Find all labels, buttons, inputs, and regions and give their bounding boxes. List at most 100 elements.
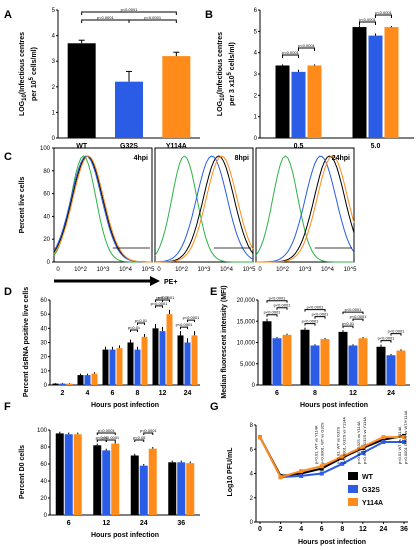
bar-D-G32S-2 bbox=[59, 383, 66, 385]
bar-A-WT bbox=[67, 43, 96, 138]
D-sig-bracket bbox=[187, 319, 195, 323]
C-curve-G32S bbox=[256, 155, 355, 263]
D-pvalue: p<0.0001 bbox=[183, 315, 201, 320]
bar-D-WT-24 bbox=[177, 335, 184, 385]
B-sig-bracket bbox=[375, 14, 392, 18]
bar-D-G32S-12 bbox=[159, 331, 166, 385]
G-legend-swatch-Y114A bbox=[348, 498, 358, 506]
D-xtick-label: 6 bbox=[111, 390, 115, 397]
C-ytick-label: 20 bbox=[43, 237, 50, 243]
C-xtick-label: 10^3 bbox=[198, 267, 211, 273]
C-curve-control bbox=[255, 155, 354, 263]
A-ylab-part: LOG bbox=[19, 100, 26, 116]
bar-E-WT-8 bbox=[300, 329, 310, 385]
G-ytick-label: 4 bbox=[250, 472, 254, 478]
A-ylab-part: (Infectious centres bbox=[19, 32, 26, 94]
G-point-WT bbox=[299, 471, 304, 476]
C-panel-label: 4hpi bbox=[134, 155, 148, 162]
E-xtick-label: 6 bbox=[275, 390, 279, 397]
bar-E-Y114A-24 bbox=[396, 350, 406, 385]
G-point-Y114A bbox=[340, 454, 345, 459]
B-y-axis-label: LOG10(Infectious centres bbox=[217, 32, 226, 116]
F-y-axis-label: Percent D0 cells bbox=[19, 445, 26, 499]
C-curve-Y114A bbox=[53, 155, 152, 263]
E-pvalue: p<0.0001 bbox=[264, 310, 282, 315]
E-sig-bracket bbox=[342, 311, 364, 315]
G-xtick-label: 4 bbox=[299, 526, 303, 533]
panel-letter-B: B bbox=[205, 9, 213, 21]
E-sig-bracket bbox=[304, 323, 316, 326]
F-ytick-label: 0 bbox=[44, 513, 48, 519]
F-pvalue: p<0.01 bbox=[96, 435, 109, 440]
C-ytick-label: 60 bbox=[43, 192, 50, 198]
G-xtick-label: 0 bbox=[258, 526, 262, 533]
E-sig-bracket bbox=[380, 340, 392, 343]
G-point-Y114A bbox=[360, 444, 365, 449]
G-point-WT bbox=[381, 437, 386, 442]
G-point-G32S bbox=[319, 471, 324, 476]
E-pvalue: p<0.0001 bbox=[302, 319, 320, 324]
bar-B-G32S-0.5 bbox=[291, 71, 306, 138]
B-ylab-part: per 3 x10 bbox=[229, 75, 236, 105]
G-legend-label-WT: WT bbox=[362, 474, 374, 481]
C-ytick-label: 40 bbox=[43, 214, 50, 220]
B-pvalue: p<0.0001 bbox=[375, 10, 393, 15]
bar-D-G32S-6 bbox=[109, 349, 116, 385]
G-point-G32S bbox=[381, 439, 386, 444]
B-ytick-label: 4 bbox=[254, 51, 258, 57]
bar-E-WT-24 bbox=[376, 346, 386, 385]
D-ytick-label: 50 bbox=[40, 312, 47, 318]
C-arrow-label: PE+ bbox=[164, 279, 177, 286]
C-xtick-label: 10^2 bbox=[175, 267, 188, 273]
G-line-Y114A bbox=[259, 436, 404, 479]
A-ytick-label: 1 bbox=[52, 110, 56, 116]
bar-E-Y114A-12 bbox=[358, 338, 368, 385]
D-xtick-label: 12 bbox=[159, 390, 167, 397]
A-xtick-label: WT bbox=[76, 143, 88, 150]
A-ylab-part: per 10 bbox=[31, 80, 38, 101]
C-subpanel-box bbox=[53, 147, 153, 263]
bar-E-WT-12 bbox=[338, 331, 348, 385]
F-ytick-label: 60 bbox=[40, 462, 47, 468]
B-pvalue: p<0.0001 bbox=[298, 43, 316, 48]
G-legend-swatch-G32S bbox=[348, 485, 358, 493]
bar-F-G32S-12 bbox=[102, 450, 111, 515]
bar-F-WT-36 bbox=[168, 462, 177, 515]
G-ytick-label: 0 bbox=[250, 520, 254, 526]
G-xtick-label: 8 bbox=[340, 526, 344, 533]
panel-letter-D: D bbox=[4, 286, 12, 298]
E-xtick-label: 24 bbox=[387, 390, 395, 397]
G-xtick-label: 2 bbox=[279, 526, 283, 533]
E-pvalue: p<0.0001 bbox=[269, 296, 287, 301]
C-arrow-head bbox=[150, 276, 160, 286]
bar-F-WT-12 bbox=[93, 445, 102, 515]
F-xtick-label: 24 bbox=[140, 520, 148, 527]
E-pvalue: p<0.0001 bbox=[388, 329, 406, 334]
E-sig-bracket bbox=[276, 307, 288, 310]
E-xtick-label: 12 bbox=[349, 390, 357, 397]
B-ylab-sup: 5 bbox=[227, 71, 233, 75]
C-curve-control bbox=[154, 155, 253, 263]
C-xtick-label: 0 bbox=[258, 267, 262, 273]
B-ylab-part: LOG bbox=[217, 100, 224, 116]
A-ylab-sup: 5 bbox=[29, 76, 35, 80]
panel-letter-E: E bbox=[210, 286, 217, 298]
bar-E-G32S-24 bbox=[386, 355, 396, 385]
E-pvalue: p<0.0001 bbox=[378, 336, 396, 341]
D-y-axis-label: Percent dsRNA positive live cells bbox=[23, 287, 30, 397]
bar-A-Y114A bbox=[162, 56, 191, 138]
E-pvalue: p<0.0001 bbox=[274, 303, 292, 308]
C-xtick-label: 10^5 bbox=[142, 267, 155, 273]
bar-F-G32S-36 bbox=[177, 462, 186, 515]
C-ytick-label: 80 bbox=[43, 169, 50, 175]
A-ylab-sub: 10 bbox=[22, 94, 28, 101]
B-ylab-sub: 10 bbox=[220, 94, 226, 101]
D-sig-bracket bbox=[130, 329, 138, 332]
bar-D-WT-8 bbox=[127, 342, 134, 385]
C-xtick-label: 10^5 bbox=[344, 267, 357, 273]
C-panel-label: 24hpi bbox=[332, 155, 350, 162]
bar-B-Y114A-0.5 bbox=[307, 65, 322, 138]
bar-E-WT-6 bbox=[262, 321, 272, 385]
A-sig-bracket bbox=[81, 11, 177, 15]
